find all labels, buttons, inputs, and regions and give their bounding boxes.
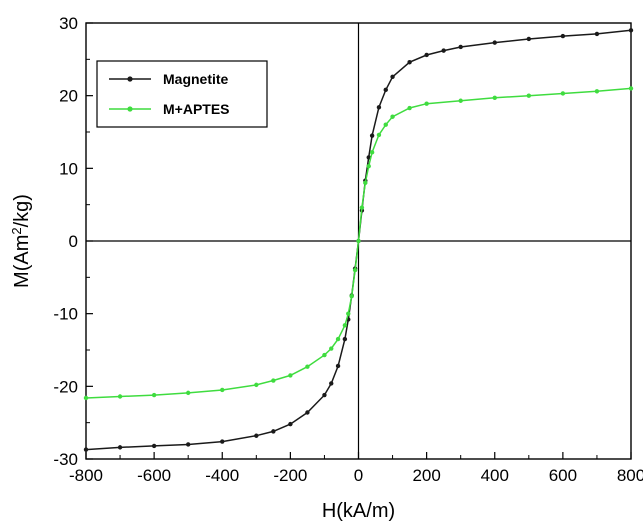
y-tick-label: 30 xyxy=(59,14,78,33)
data-point-magnetite xyxy=(628,28,634,33)
data-point-m-aptes xyxy=(342,323,348,328)
data-point-m-aptes xyxy=(288,373,293,378)
data-point-m-aptes xyxy=(526,93,532,98)
data-point-m-aptes xyxy=(329,346,334,351)
data-point-m-aptes xyxy=(363,180,368,186)
data-point-magnetite xyxy=(407,60,412,65)
data-point-magnetite xyxy=(151,443,157,449)
x-tick-label: -400 xyxy=(205,466,239,485)
data-point-m-aptes xyxy=(383,122,388,127)
data-point-m-aptes xyxy=(594,89,600,94)
data-point-m-aptes xyxy=(220,387,225,393)
data-point-magnetite xyxy=(83,447,89,452)
x-tick-label: -800 xyxy=(69,466,103,485)
data-point-magnetite xyxy=(220,439,225,444)
data-point-magnetite xyxy=(376,105,382,110)
y-tick-label: -10 xyxy=(53,305,78,324)
data-point-m-aptes xyxy=(352,267,358,273)
data-point-magnetite xyxy=(254,433,259,438)
data-point-magnetite xyxy=(185,442,191,447)
data-point-magnetite xyxy=(424,52,429,58)
data-point-m-aptes xyxy=(83,395,89,401)
data-point-magnetite xyxy=(383,87,388,93)
data-point-magnetite xyxy=(117,445,123,450)
data-point-magnetite xyxy=(271,429,276,434)
data-point-m-aptes xyxy=(407,105,412,111)
data-point-magnetite xyxy=(441,48,446,53)
data-point-m-aptes xyxy=(359,205,365,210)
data-point-m-aptes xyxy=(271,378,276,383)
data-point-m-aptes xyxy=(366,163,371,169)
data-point-m-aptes xyxy=(254,382,259,388)
data-point-magnetite xyxy=(305,410,310,415)
data-point-magnetite xyxy=(288,421,293,427)
legend-box xyxy=(96,60,268,128)
legend-label-m-aptes: M+APTES xyxy=(163,101,230,117)
data-point-m-aptes xyxy=(335,336,341,342)
x-tick-label: -600 xyxy=(137,466,171,485)
data-point-m-aptes xyxy=(117,394,123,399)
legend-label-magnetite: Magnetite xyxy=(163,71,229,87)
y-tick-label: -30 xyxy=(53,450,78,469)
data-point-magnetite xyxy=(560,33,566,39)
x-tick-label: 800 xyxy=(617,466,643,485)
data-point-m-aptes xyxy=(349,294,354,299)
x-tick-label: 400 xyxy=(481,466,509,485)
data-point-magnetite xyxy=(329,381,334,386)
data-point-magnetite xyxy=(526,36,532,42)
data-point-magnetite xyxy=(335,363,341,369)
data-point-m-aptes xyxy=(369,150,375,155)
data-point-magnetite xyxy=(458,44,463,50)
data-point-m-aptes xyxy=(305,364,310,369)
y-tick-label: 20 xyxy=(59,87,78,106)
data-point-m-aptes xyxy=(628,86,634,91)
data-point-m-aptes xyxy=(346,311,351,316)
data-point-m-aptes xyxy=(492,95,497,101)
series-line-m-aptes xyxy=(85,87,632,399)
data-point-magnetite xyxy=(369,133,375,138)
data-point-m-aptes xyxy=(390,114,395,119)
data-point-magnetite xyxy=(342,336,348,342)
data-point-m-aptes xyxy=(424,101,429,106)
data-point-magnetite xyxy=(390,74,395,79)
legend-marker-magnetite xyxy=(127,76,133,82)
y-tick-label: -20 xyxy=(53,377,78,396)
data-point-m-aptes xyxy=(322,352,327,358)
x-tick-label: 600 xyxy=(549,466,577,485)
y-tick-label: 10 xyxy=(59,159,78,178)
x-tick-label: -200 xyxy=(273,466,307,485)
data-point-magnetite xyxy=(322,392,327,398)
data-point-m-aptes xyxy=(458,98,463,103)
data-point-m-aptes xyxy=(560,91,566,96)
legend-marker-m-aptes xyxy=(127,106,133,112)
data-point-magnetite xyxy=(594,31,600,37)
plot-marks: -800 -600 -400 -200 0 200 400 600 800 -30 -20 -10 0 1… xyxy=(9,14,643,522)
x-tick-label: 0 xyxy=(354,466,363,485)
y-axis-title: M(Am2/kg) xyxy=(9,194,33,288)
data-point-m-aptes xyxy=(185,390,191,396)
data-point-m-aptes xyxy=(376,132,382,138)
x-tick-label: 200 xyxy=(412,466,440,485)
x-axis-title: H(kA/m) xyxy=(322,500,395,522)
data-point-m-aptes xyxy=(151,392,157,398)
y-tick-label: 0 xyxy=(69,232,78,251)
data-point-magnetite xyxy=(492,40,497,45)
data-point-m-aptes xyxy=(356,238,361,244)
